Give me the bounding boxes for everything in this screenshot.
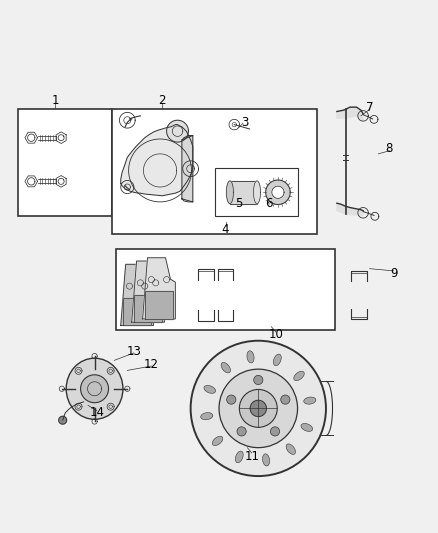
- Text: 8: 8: [385, 142, 393, 155]
- Circle shape: [219, 369, 297, 448]
- Text: 12: 12: [144, 358, 159, 372]
- Circle shape: [191, 341, 326, 476]
- Text: 1: 1: [52, 94, 59, 107]
- Bar: [117, 249, 335, 330]
- Ellipse shape: [235, 451, 243, 463]
- Bar: [18, 109, 112, 216]
- Polygon shape: [123, 298, 151, 326]
- Ellipse shape: [301, 424, 313, 431]
- Ellipse shape: [286, 444, 296, 454]
- Polygon shape: [132, 261, 164, 322]
- Polygon shape: [272, 186, 284, 198]
- Ellipse shape: [254, 181, 261, 204]
- Ellipse shape: [262, 454, 270, 466]
- Polygon shape: [337, 107, 363, 120]
- Polygon shape: [230, 181, 257, 204]
- Text: 11: 11: [244, 450, 259, 463]
- Ellipse shape: [221, 362, 230, 373]
- Polygon shape: [145, 292, 173, 319]
- Circle shape: [239, 390, 277, 427]
- Bar: [112, 109, 317, 234]
- Text: 4: 4: [222, 223, 230, 236]
- Ellipse shape: [247, 351, 254, 363]
- Polygon shape: [250, 400, 266, 416]
- Text: 5: 5: [235, 197, 242, 209]
- Ellipse shape: [294, 371, 304, 381]
- Polygon shape: [266, 180, 290, 205]
- Polygon shape: [166, 120, 188, 142]
- Text: 14: 14: [89, 406, 104, 419]
- Text: 13: 13: [127, 345, 141, 358]
- Text: 10: 10: [268, 328, 283, 341]
- Polygon shape: [121, 125, 193, 196]
- Text: 6: 6: [265, 197, 273, 209]
- Bar: [215, 168, 297, 216]
- Circle shape: [81, 375, 109, 403]
- Circle shape: [226, 395, 236, 404]
- Polygon shape: [182, 135, 193, 202]
- Polygon shape: [143, 258, 175, 319]
- Ellipse shape: [212, 436, 223, 446]
- Ellipse shape: [304, 397, 316, 404]
- Ellipse shape: [201, 413, 213, 420]
- Text: 2: 2: [159, 94, 166, 107]
- Text: 7: 7: [366, 101, 373, 114]
- Ellipse shape: [273, 354, 281, 366]
- Ellipse shape: [66, 358, 123, 419]
- Circle shape: [237, 427, 246, 436]
- Ellipse shape: [226, 181, 233, 204]
- Circle shape: [254, 375, 263, 385]
- Polygon shape: [121, 264, 153, 326]
- Circle shape: [270, 427, 279, 436]
- Text: 9: 9: [390, 266, 397, 279]
- Text: 3: 3: [241, 116, 249, 129]
- Ellipse shape: [204, 385, 215, 393]
- Circle shape: [281, 395, 290, 404]
- Polygon shape: [337, 203, 363, 215]
- Polygon shape: [134, 295, 162, 322]
- Polygon shape: [59, 416, 67, 424]
